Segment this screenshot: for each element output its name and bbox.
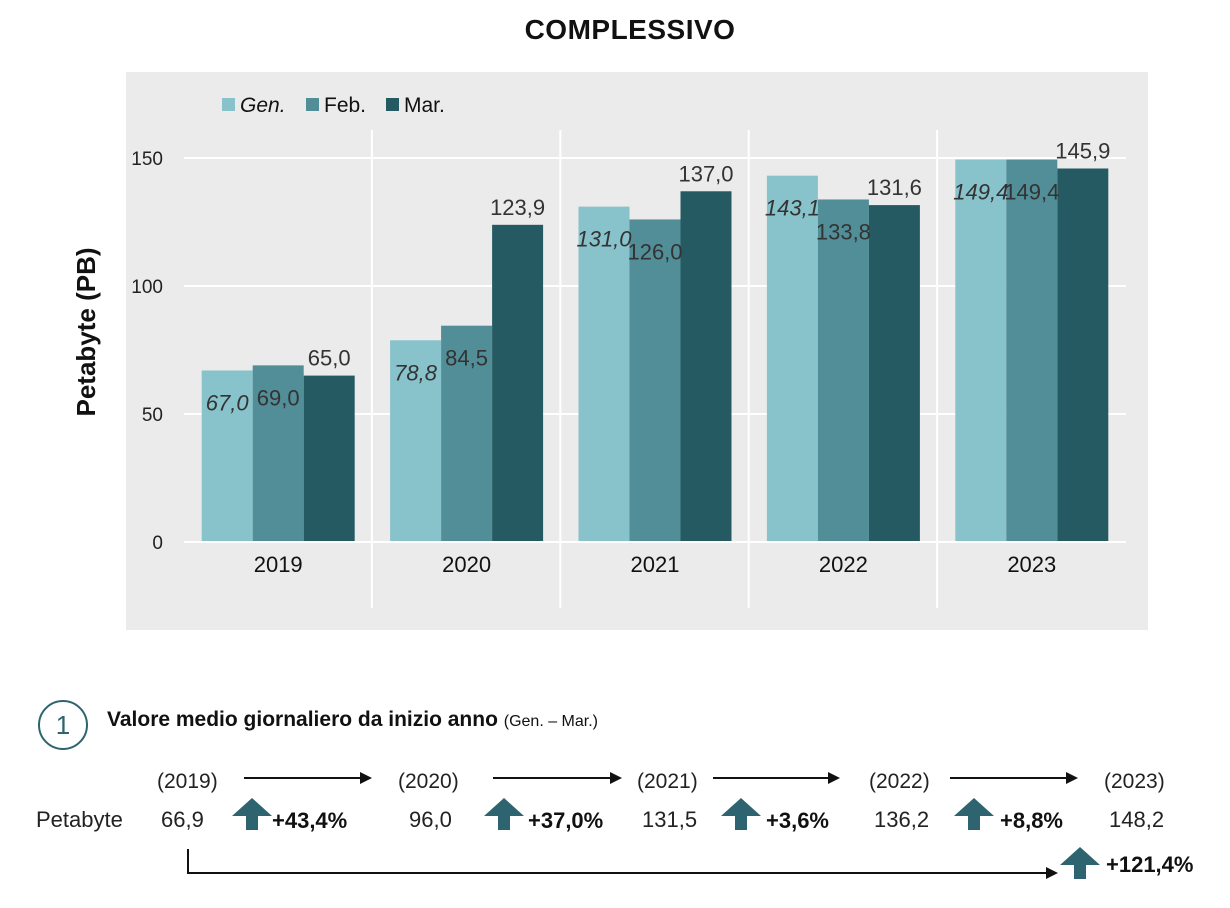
bar [868, 205, 920, 542]
total-change-percent: +121,4% [1106, 852, 1194, 877]
summary-year: (2019) [157, 770, 218, 793]
year-arrow-head [828, 772, 840, 784]
y-tick-label: 0 [152, 533, 163, 554]
up-arrow-icon [484, 798, 524, 830]
legend-swatch [386, 98, 399, 111]
data-label: 143,1 [765, 196, 820, 221]
summary-value: 131,5 [642, 807, 698, 832]
bars [201, 159, 1109, 543]
up-arrow-icon [954, 798, 994, 830]
x-tick-label: 2020 [442, 552, 491, 577]
legend-swatch [222, 98, 235, 111]
summary-year: (2023) [1104, 770, 1165, 793]
year-arrow-head [360, 772, 372, 784]
data-label: 131,6 [867, 175, 922, 200]
year-arrow-head [1066, 772, 1078, 784]
bar [766, 175, 818, 542]
data-label: 126,0 [627, 239, 682, 264]
legend-label: Mar. [404, 94, 445, 117]
summary-year: (2022) [869, 770, 930, 793]
legend: Gen. Feb. Mar. [222, 94, 445, 117]
x-tick-label: 2019 [254, 552, 303, 577]
section-number: 1 [38, 700, 88, 750]
data-label: 67,0 [206, 390, 250, 415]
axes: 0 50 100 150 2019 2020 2021 2022 2023 [131, 149, 1126, 577]
bar [441, 325, 493, 542]
y-axis-title: Petabyte (PB) [71, 247, 101, 416]
data-label: 145,9 [1055, 138, 1110, 163]
change-percent: +37,0% [528, 808, 604, 833]
data-label: 78,8 [394, 360, 438, 385]
up-arrow-icon [1060, 847, 1100, 879]
y-tick-label: 150 [131, 149, 163, 170]
y-tick-label: 100 [131, 277, 163, 298]
data-label: 65,0 [308, 346, 351, 371]
data-label: 84,5 [445, 346, 488, 371]
summary-title-text: Valore medio giornaliero da inizio anno [107, 708, 498, 731]
y-tick-label: 50 [142, 405, 163, 426]
bar [492, 224, 544, 543]
bar [817, 199, 869, 543]
legend-label: Feb. [324, 94, 366, 117]
summary-section: 1 Valore medio giornaliero da inizio ann… [0, 660, 1230, 908]
up-arrow-icon [721, 798, 761, 830]
summary-subtitle: (Gen. – Mar.) [503, 713, 598, 730]
data-label: 133,8 [816, 219, 871, 244]
bar [303, 375, 355, 542]
summary-arrows [187, 772, 1100, 879]
bar [955, 159, 1007, 542]
summary-value: 148,2 [1109, 807, 1165, 832]
bar [1006, 159, 1058, 542]
x-tick-label: 2023 [1007, 552, 1056, 577]
bar [680, 191, 732, 542]
total-arrow-head [1046, 867, 1058, 879]
bar [252, 365, 304, 542]
data-label: 137,0 [678, 161, 733, 186]
chart-title: COMPLESSIVO [524, 14, 736, 45]
change-percent: +3,6% [766, 808, 829, 833]
legend-label: Gen. [240, 94, 286, 117]
summary-title: Valore medio giornaliero da inizio anno … [107, 708, 598, 732]
row-label: Petabyte [36, 807, 123, 832]
summary-value: 66,9 [161, 807, 204, 832]
x-tick-label: 2022 [819, 552, 868, 577]
change-percent: +8,8% [1000, 808, 1063, 833]
summary-year: (2021) [637, 770, 698, 793]
data-label: 149,4 [953, 180, 1008, 205]
summary-value: 96,0 [409, 807, 452, 832]
summary-value: 136,2 [874, 807, 930, 832]
data-label: 123,9 [490, 195, 545, 220]
data-label: 131,0 [576, 227, 632, 252]
legend-swatch [306, 98, 319, 111]
x-tick-label: 2021 [631, 552, 680, 577]
bar [1057, 168, 1109, 542]
summary-year: (2020) [398, 770, 459, 793]
change-percent: +43,4% [272, 808, 348, 833]
year-arrow-head [610, 772, 622, 784]
data-label: 69,0 [257, 385, 300, 410]
data-label: 149,4 [1004, 180, 1059, 205]
bar [578, 206, 630, 542]
bar [629, 219, 681, 542]
bar [390, 340, 442, 542]
total-arrow-line [187, 849, 1046, 874]
up-arrow-icon [232, 798, 272, 830]
bar [201, 370, 253, 542]
